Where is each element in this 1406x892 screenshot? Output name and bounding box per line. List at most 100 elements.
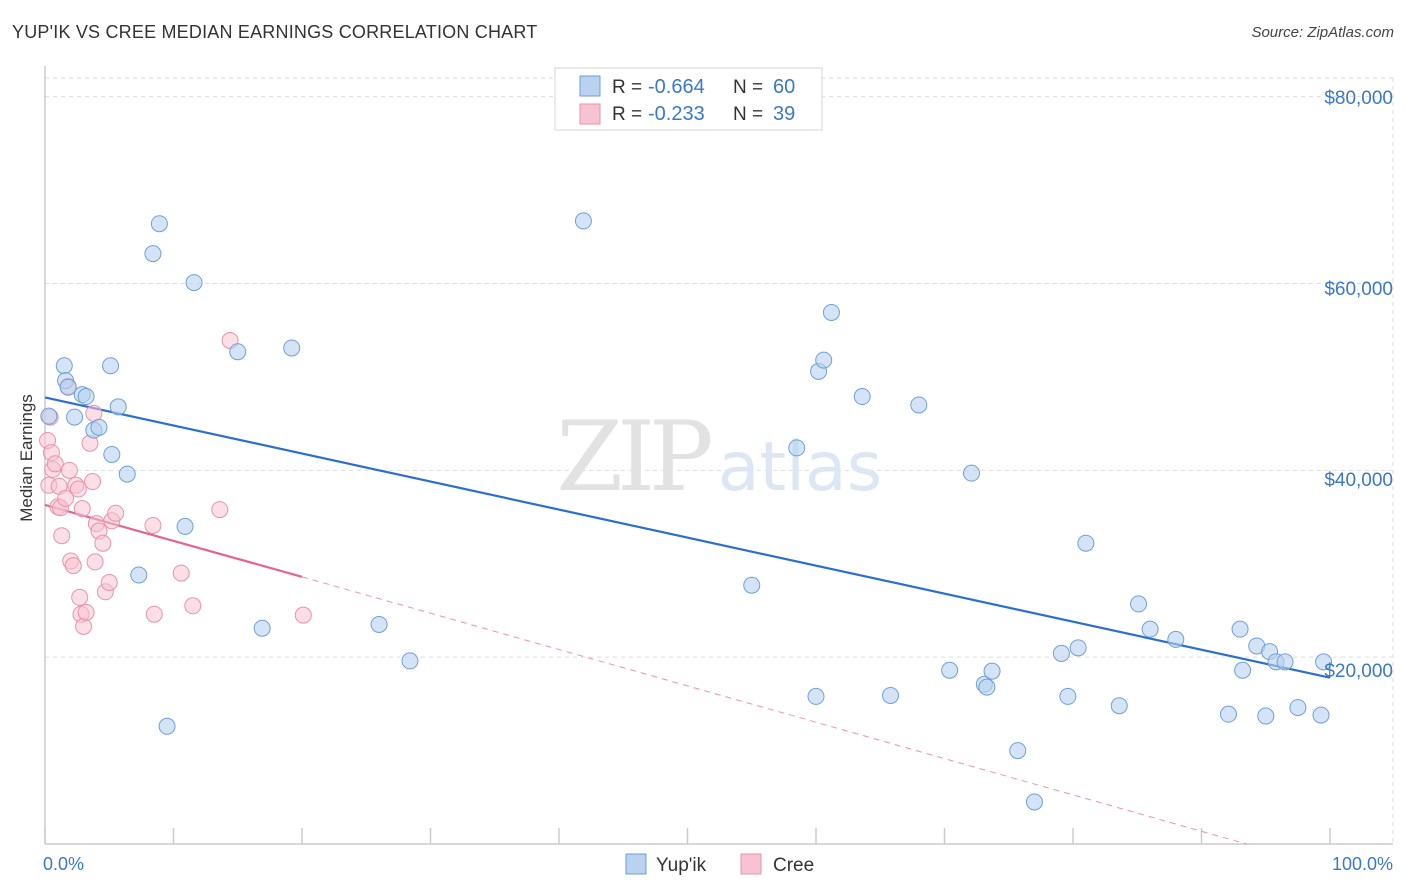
y-tick-label-80000: $80,000 bbox=[1324, 88, 1393, 109]
trend-layer bbox=[44, 396, 1331, 845]
yupik-point-35 bbox=[962, 464, 980, 482]
yupik-point-57 bbox=[1289, 699, 1307, 717]
trend-line-cree bbox=[44, 503, 303, 578]
cree-point-37 bbox=[211, 501, 229, 519]
yupik-point-43 bbox=[1069, 639, 1087, 657]
cree-point-25 bbox=[86, 553, 104, 571]
legend-swatch-cree bbox=[579, 103, 601, 125]
yupik-point-37 bbox=[978, 678, 996, 696]
cree-point-34 bbox=[145, 605, 163, 623]
cree-point-28 bbox=[94, 534, 112, 552]
watermark-zip: ZIP bbox=[556, 401, 711, 513]
yupik-point-22 bbox=[370, 615, 388, 633]
yupik-point-59 bbox=[1315, 653, 1333, 671]
source-label: Source: ZipAtlas.com bbox=[1251, 24, 1394, 41]
legend-r-value-yupik: -0.664 bbox=[648, 76, 705, 98]
yupik-point-19 bbox=[229, 343, 247, 361]
yupik-point-26 bbox=[788, 439, 806, 457]
yupik-point-0 bbox=[40, 407, 58, 425]
y-tick-label-40000: $40,000 bbox=[1324, 470, 1393, 491]
legend-r-label-yupik: R = bbox=[612, 77, 642, 98]
y-axis-label: Median Earnings bbox=[17, 394, 36, 522]
yupik-point-27 bbox=[807, 687, 825, 705]
yupik-point-38 bbox=[983, 662, 1001, 680]
cree-point-32 bbox=[107, 504, 125, 522]
cree-point-16 bbox=[69, 480, 87, 498]
cree-point-20 bbox=[75, 617, 93, 635]
yupik-point-56 bbox=[1276, 653, 1294, 671]
cree-point-36 bbox=[184, 597, 202, 615]
yupik-point-25 bbox=[743, 576, 761, 594]
yupik-point-47 bbox=[1141, 620, 1159, 638]
y-tick-label-60000: $60,000 bbox=[1324, 279, 1393, 300]
yupik-point-23 bbox=[401, 652, 419, 670]
yupik-point-30 bbox=[822, 303, 840, 321]
cree-point-35 bbox=[172, 564, 190, 582]
legend-r-value-cree: -0.233 bbox=[648, 103, 705, 125]
yupik-point-48 bbox=[1167, 630, 1185, 648]
yupik-point-3 bbox=[59, 378, 77, 396]
yupik-point-40 bbox=[1025, 793, 1043, 811]
legend-n-label-yupik: N = bbox=[733, 77, 763, 98]
cree-point-30 bbox=[100, 573, 118, 591]
yupik-point-18 bbox=[185, 274, 203, 292]
cree-point-14 bbox=[64, 557, 82, 575]
legend-bottom-label-yupik: Yup'ik bbox=[656, 855, 707, 876]
yupik-point-42 bbox=[1059, 687, 1077, 705]
y-tick-label-20000: $20,000 bbox=[1324, 661, 1393, 682]
legend-bottom-swatch-yupik bbox=[625, 853, 647, 875]
yupik-point-11 bbox=[109, 398, 127, 416]
yupik-point-20 bbox=[253, 619, 271, 637]
cree-point-21 bbox=[77, 603, 95, 621]
yupik-point-12 bbox=[118, 465, 136, 483]
yupik-point-13 bbox=[130, 566, 148, 584]
watermark: ZIP atlas bbox=[556, 401, 882, 513]
yupik-point-29 bbox=[815, 351, 833, 369]
yupik-point-50 bbox=[1231, 620, 1249, 638]
yupik-point-58 bbox=[1312, 706, 1330, 724]
yupik-point-16 bbox=[158, 717, 176, 735]
yupik-point-33 bbox=[910, 396, 928, 414]
legend-n-value-yupik: 60 bbox=[773, 76, 795, 98]
legend-bottom-swatch-cree bbox=[740, 853, 762, 875]
legend-n-value-cree: 39 bbox=[773, 103, 795, 125]
yupik-point-44 bbox=[1077, 534, 1095, 552]
yupik-point-51 bbox=[1234, 661, 1252, 679]
chart-title: YUP'IK VS CREE MEDIAN EARNINGS CORRELATI… bbox=[12, 22, 538, 42]
yupik-point-21 bbox=[283, 339, 301, 357]
yupik-point-46 bbox=[1130, 595, 1148, 613]
yupik-point-31 bbox=[853, 388, 871, 406]
cree-point-10 bbox=[57, 489, 75, 507]
yupik-point-15 bbox=[150, 215, 168, 233]
legend-top: R = -0.664 N = 60 R = -0.233 N = 39 bbox=[554, 67, 823, 131]
yupik-point-24 bbox=[574, 212, 592, 230]
cree-point-17 bbox=[71, 588, 89, 606]
yupik-point-10 bbox=[103, 445, 121, 463]
yupik-point-14 bbox=[144, 245, 162, 263]
legend-swatch-yupik bbox=[579, 75, 601, 97]
cree-point-19 bbox=[73, 500, 91, 518]
cree-point-9 bbox=[53, 527, 71, 545]
yupik-point-53 bbox=[1257, 707, 1275, 725]
yupik-point-9 bbox=[102, 357, 120, 375]
trend-line-yupik bbox=[44, 396, 1331, 679]
cree-point-33 bbox=[144, 516, 162, 534]
yupik-point-4 bbox=[66, 408, 84, 426]
legend-r-label-cree: R = bbox=[612, 104, 642, 125]
legend-n-label-cree: N = bbox=[733, 104, 763, 125]
cree-point-12 bbox=[60, 461, 78, 479]
x-tick-label-min: 0.0% bbox=[43, 854, 84, 874]
yupik-point-1 bbox=[55, 357, 73, 375]
cree-point-23 bbox=[84, 473, 102, 491]
yupik-point-34 bbox=[941, 661, 959, 679]
points-layer bbox=[39, 212, 1333, 811]
x-tick-label-max: 100.0% bbox=[1332, 854, 1393, 874]
yupik-point-45 bbox=[1110, 697, 1128, 715]
legend-bottom-label-cree: Cree bbox=[773, 855, 814, 876]
trend-line-cree-dashed bbox=[301, 576, 1247, 845]
yupik-point-41 bbox=[1052, 644, 1070, 662]
yupik-point-8 bbox=[90, 418, 108, 436]
yupik-point-39 bbox=[1009, 742, 1027, 760]
yupik-point-17 bbox=[176, 517, 194, 535]
